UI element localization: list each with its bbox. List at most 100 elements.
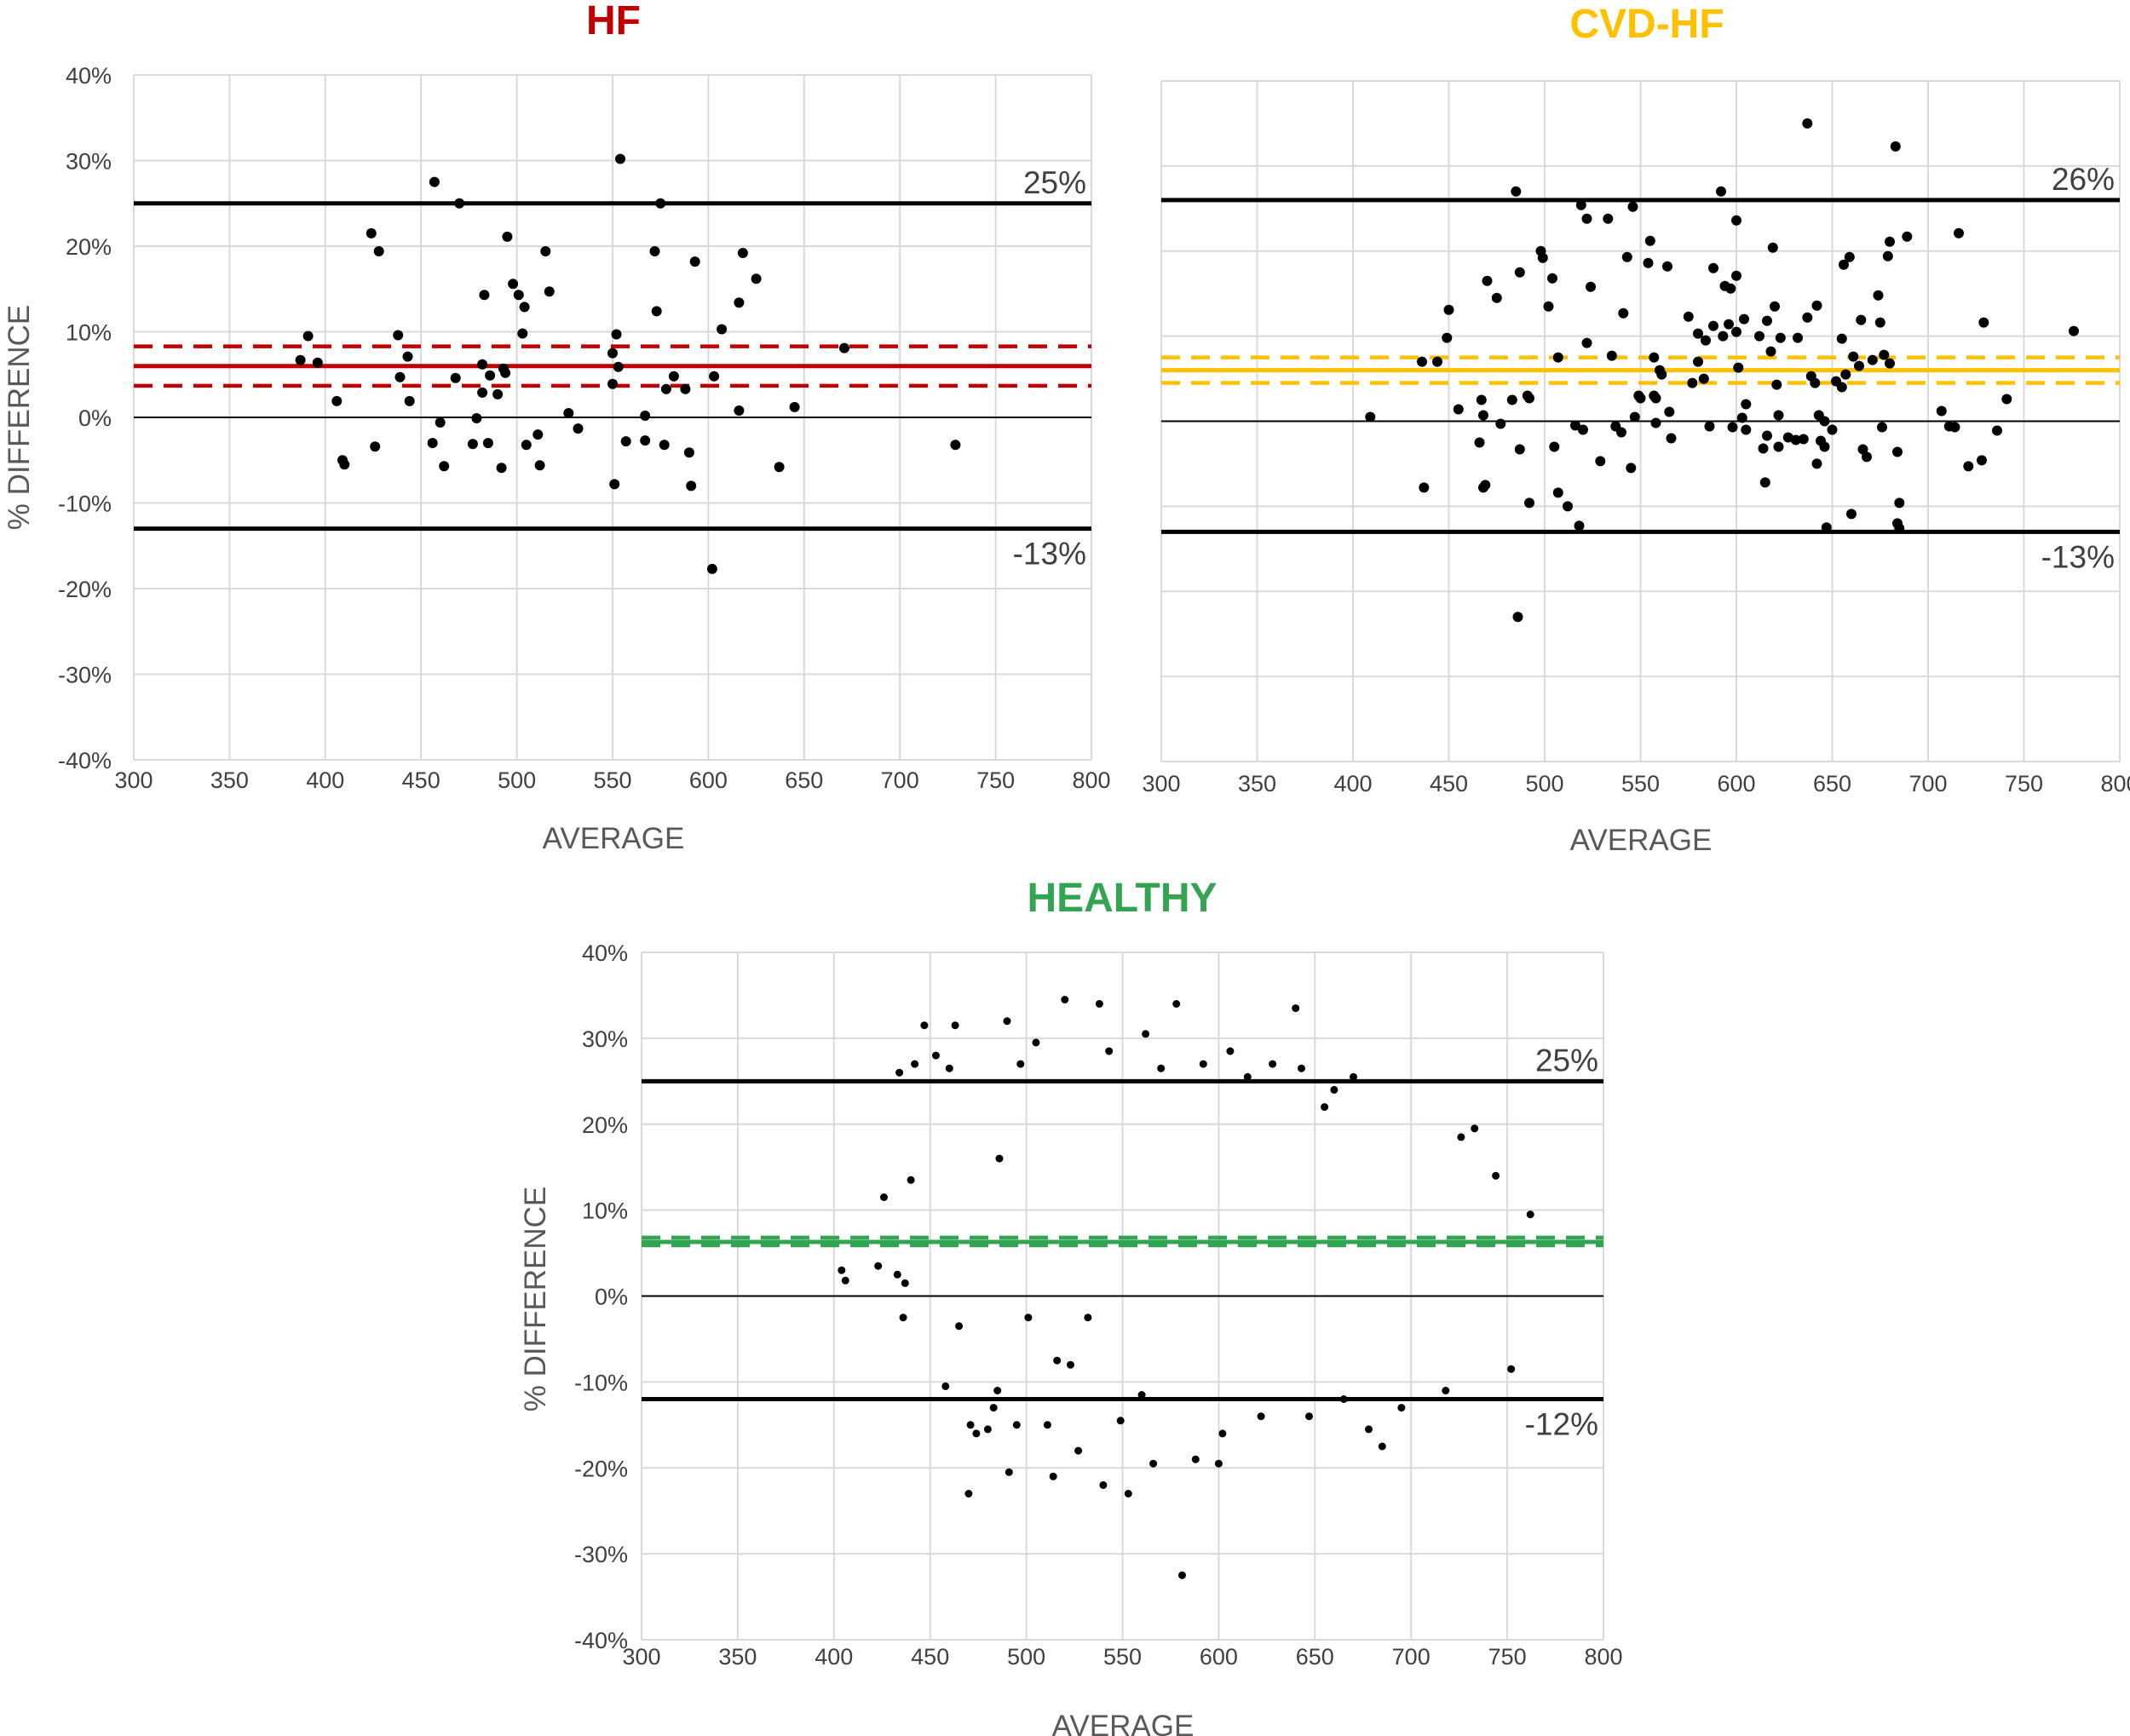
data-point — [435, 417, 446, 428]
x-tick-label: 750 — [976, 767, 1015, 793]
data-point — [989, 1404, 998, 1412]
data-point — [1802, 118, 1813, 129]
data-point — [1836, 333, 1847, 344]
data-point — [1595, 456, 1606, 467]
data-point — [1099, 1480, 1108, 1489]
data-point — [1543, 301, 1554, 312]
data-point — [1949, 422, 1960, 433]
y-tick-label: 10% — [66, 320, 112, 346]
x-tick-label: 700 — [1392, 1644, 1431, 1670]
data-point — [1936, 405, 1947, 417]
data-point — [1650, 417, 1661, 428]
data-point — [1627, 201, 1638, 212]
data-point — [2001, 394, 2012, 405]
data-point — [1339, 1395, 1348, 1403]
data-point — [964, 1490, 973, 1497]
data-point — [1890, 141, 1901, 152]
y-tick-label: -20% — [574, 1456, 628, 1481]
data-point — [709, 371, 720, 382]
data-point — [1537, 252, 1548, 263]
data-point — [1765, 346, 1776, 357]
x-tick-label: 550 — [593, 767, 631, 793]
data-point — [1716, 186, 1726, 197]
data-point — [1432, 356, 1442, 367]
y-tick-label: -20% — [58, 577, 112, 602]
data-point — [1708, 320, 1718, 331]
hf-chart: 25% -13% 300 350 400 450 500 550 600 650 700 750 800… — [3, 0, 1111, 855]
data-point — [471, 413, 482, 423]
data-point — [573, 423, 584, 434]
data-point — [312, 357, 323, 368]
data-point — [1819, 441, 1830, 452]
healthy-points — [838, 996, 1534, 1579]
x-tick-label: 600 — [689, 767, 728, 793]
data-point — [1819, 416, 1830, 427]
data-point — [907, 1176, 915, 1184]
data-point — [1621, 251, 1632, 262]
data-point — [1105, 1047, 1114, 1055]
x-tick-label: 500 — [1007, 1644, 1045, 1670]
data-point — [1810, 377, 1821, 388]
data-point — [1683, 311, 1694, 322]
data-point — [1172, 1000, 1181, 1008]
data-point — [1758, 443, 1769, 454]
data-point — [686, 480, 697, 491]
x-tick-label: 750 — [1488, 1644, 1527, 1670]
data-point — [1873, 290, 1884, 301]
data-point — [1365, 411, 1376, 423]
healthy-chart: 25% -12% 300 350 400 450 500 550 600 650 700 750 800… — [519, 876, 1623, 1736]
x-tick-label: 700 — [881, 767, 919, 793]
x-tick-label: 350 — [210, 767, 249, 793]
data-point — [1844, 251, 1855, 262]
data-point — [1894, 523, 1905, 534]
data-point — [660, 383, 671, 394]
y-tick-label: 10% — [582, 1199, 628, 1224]
data-point — [995, 1154, 1004, 1163]
data-point — [1704, 421, 1715, 432]
data-point — [1526, 1210, 1534, 1219]
data-point — [492, 388, 504, 400]
data-point — [1790, 434, 1801, 445]
data-point — [611, 329, 622, 340]
data-point — [519, 302, 530, 313]
data-point — [1012, 1421, 1021, 1429]
data-point — [880, 1193, 888, 1201]
data-point — [517, 328, 528, 339]
data-point — [1718, 331, 1729, 342]
y-tick-label: -40% — [574, 1628, 628, 1653]
data-point — [983, 1425, 992, 1434]
data-point — [1840, 369, 1851, 380]
y-tick-label: 0% — [595, 1285, 628, 1310]
data-point — [655, 198, 666, 209]
data-point — [482, 438, 493, 449]
data-point — [734, 405, 745, 416]
data-point — [649, 246, 660, 256]
data-point — [1243, 1072, 1252, 1081]
data-point — [1417, 356, 1427, 367]
data-point — [1024, 1313, 1033, 1322]
data-point — [1142, 1030, 1150, 1038]
cvd-chart: 26% -13% 300 350 400 450 500 550 600 650 700 750 800… — [1142, 2, 2130, 857]
data-point — [1378, 1442, 1386, 1451]
data-point — [404, 395, 415, 406]
x-tick-label: 750 — [2005, 771, 2043, 796]
data-point — [1725, 283, 1736, 294]
data-point — [932, 1051, 940, 1060]
data-point — [734, 297, 745, 308]
x-tick-label: 300 — [1142, 771, 1180, 796]
lower-limit-label: -13% — [1013, 537, 1086, 572]
data-point — [1298, 1064, 1305, 1072]
data-point — [1877, 422, 1887, 433]
data-point — [839, 342, 849, 354]
data-point — [1626, 463, 1637, 474]
hf-points — [295, 153, 961, 574]
data-point — [1664, 406, 1675, 417]
x-axis-label: AVERAGE — [1570, 824, 1713, 857]
data-point — [1199, 1060, 1207, 1068]
data-point — [972, 1429, 981, 1438]
data-point — [1095, 1000, 1103, 1008]
x-tick-label: 300 — [622, 1644, 660, 1670]
data-point — [640, 435, 651, 446]
data-point — [1635, 393, 1646, 404]
